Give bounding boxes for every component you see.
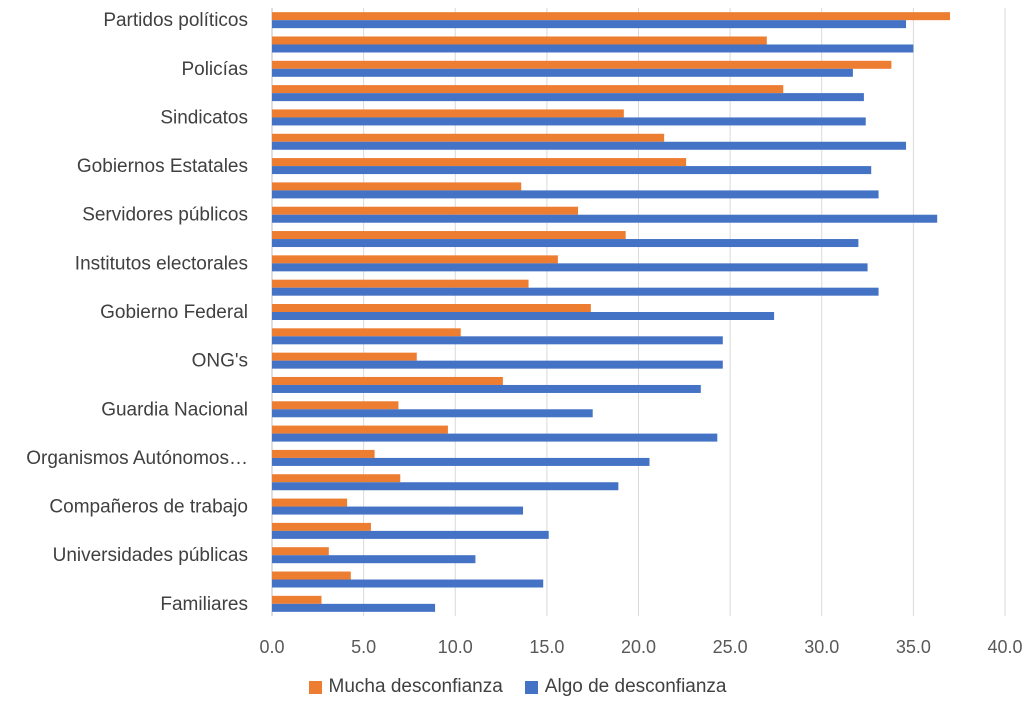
bar-algo-de-desconfianza bbox=[272, 409, 593, 418]
bar-algo-de-desconfianza bbox=[272, 603, 436, 612]
category-label: Servidores públicos bbox=[82, 205, 248, 226]
bar-mucha-desconfianza bbox=[272, 328, 461, 337]
bar-algo-de-desconfianza bbox=[272, 68, 853, 77]
x-tick-label: 30.0 bbox=[804, 637, 839, 657]
bar-mucha-desconfianza bbox=[272, 595, 322, 604]
bar-algo-de-desconfianza bbox=[272, 214, 938, 223]
legend-swatch-algo bbox=[524, 680, 538, 694]
bar-mucha-desconfianza bbox=[272, 206, 579, 215]
bar-mucha-desconfianza bbox=[272, 60, 892, 69]
x-tick-label: 0.0 bbox=[259, 637, 284, 657]
category-label: Familiares bbox=[160, 594, 248, 615]
bar-algo-de-desconfianza bbox=[272, 44, 914, 53]
bar-mucha-desconfianza bbox=[272, 376, 503, 385]
category-label: Guardia Nacional bbox=[101, 399, 248, 420]
bar-mucha-desconfianza bbox=[272, 401, 399, 410]
category-label: Sindicatos bbox=[160, 107, 248, 128]
bar-mucha-desconfianza bbox=[272, 85, 784, 94]
bar-algo-de-desconfianza bbox=[272, 141, 907, 150]
bar-algo-de-desconfianza bbox=[272, 433, 718, 442]
category-label: Partidos políticos bbox=[103, 10, 248, 31]
bar-algo-de-desconfianza bbox=[272, 287, 879, 296]
bar-algo-de-desconfianza bbox=[272, 506, 524, 515]
bar-mucha-desconfianza bbox=[272, 36, 767, 45]
x-tick-label: 15.0 bbox=[529, 637, 564, 657]
legend-item-algo: Algo de desconfianza bbox=[524, 676, 727, 698]
bar-algo-de-desconfianza bbox=[272, 530, 549, 539]
bar-mucha-desconfianza bbox=[272, 449, 375, 458]
bar-algo-de-desconfianza bbox=[272, 555, 476, 564]
bar-mucha-desconfianza bbox=[272, 352, 417, 361]
bar-mucha-desconfianza bbox=[272, 109, 624, 118]
bar-algo-de-desconfianza bbox=[272, 360, 723, 369]
bar-algo-de-desconfianza bbox=[272, 384, 701, 393]
bar-mucha-desconfianza bbox=[272, 571, 351, 580]
bars bbox=[272, 12, 951, 612]
bar-mucha-desconfianza bbox=[272, 12, 951, 21]
bar-algo-de-desconfianza bbox=[272, 263, 868, 272]
bar-algo-de-desconfianza bbox=[272, 166, 872, 175]
category-label: Universidades públicas bbox=[53, 545, 248, 566]
category-label: Policías bbox=[181, 59, 248, 80]
bar-mucha-desconfianza bbox=[272, 425, 448, 434]
bar-algo-de-desconfianza bbox=[272, 482, 619, 491]
bar-algo-de-desconfianza bbox=[272, 457, 650, 466]
legend: Mucha desconfianza Algo de desconfianza bbox=[0, 676, 1035, 698]
x-axis-ticks: 0.0 5.0 10.0 15.0 20.0 25.0 30.0 35.0 40.0 bbox=[259, 637, 1022, 657]
category-label: Institutos electorales bbox=[75, 253, 248, 274]
bar-algo-de-desconfianza bbox=[272, 239, 859, 248]
bar-mucha-desconfianza bbox=[272, 231, 626, 240]
bar-mucha-desconfianza bbox=[272, 255, 558, 264]
category-label: Gobiernos Estatales bbox=[77, 156, 248, 177]
bar-algo-de-desconfianza bbox=[272, 93, 864, 102]
bar-mucha-desconfianza bbox=[272, 522, 371, 531]
bar-mucha-desconfianza bbox=[272, 304, 591, 312]
category-label: Compañeros de trabajo bbox=[49, 497, 248, 518]
bar-algo-de-desconfianza bbox=[272, 579, 544, 588]
category-label: Organismos Autónomos… bbox=[26, 448, 248, 469]
x-tick-label: 20.0 bbox=[621, 637, 656, 657]
bar-mucha-desconfianza bbox=[272, 547, 329, 556]
legend-label-algo: Algo de desconfianza bbox=[544, 676, 727, 697]
category-label: Gobierno Federal bbox=[100, 302, 248, 323]
category-labels: Partidos políticos Policías Sindicatos Gobi… bbox=[26, 10, 248, 615]
bar-mucha-desconfianza bbox=[272, 279, 529, 288]
bar-algo-de-desconfianza bbox=[272, 20, 907, 29]
bar-mucha-desconfianza bbox=[272, 182, 522, 191]
bar-algo-de-desconfianza bbox=[272, 312, 775, 320]
x-tick-label: 25.0 bbox=[713, 637, 748, 657]
bar-mucha-desconfianza bbox=[272, 498, 348, 507]
bar-mucha-desconfianza bbox=[272, 158, 687, 167]
bar-algo-de-desconfianza bbox=[272, 190, 879, 199]
x-tick-label: 10.0 bbox=[438, 637, 473, 657]
bar-algo-de-desconfianza bbox=[272, 336, 723, 345]
bar-mucha-desconfianza bbox=[272, 474, 401, 483]
bar-mucha-desconfianza bbox=[272, 133, 665, 142]
legend-label-mucha: Mucha desconfianza bbox=[328, 676, 503, 697]
legend-swatch-mucha bbox=[308, 680, 322, 694]
x-tick-label: 40.0 bbox=[987, 637, 1022, 657]
legend-item-mucha: Mucha desconfianza bbox=[308, 676, 503, 698]
x-tick-label: 5.0 bbox=[351, 637, 376, 657]
category-label: ONG's bbox=[192, 351, 248, 372]
bar-algo-de-desconfianza bbox=[272, 117, 866, 126]
x-tick-label: 35.0 bbox=[896, 637, 931, 657]
